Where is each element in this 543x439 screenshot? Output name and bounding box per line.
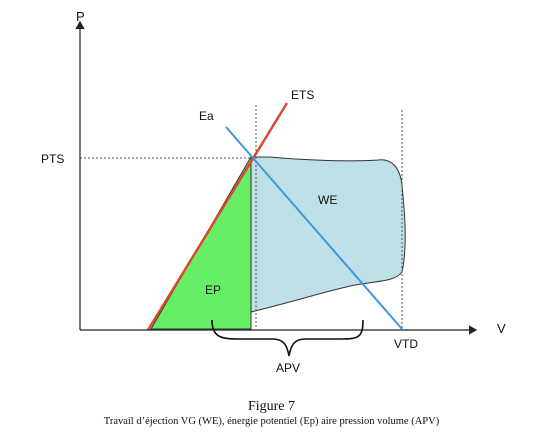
we-label: WE: [318, 193, 337, 207]
caption-title: Figure 7: [247, 399, 296, 414]
ets-line: [146, 102, 289, 331]
vtd-label: VTD: [394, 337, 418, 351]
ea-label: Ea: [199, 109, 214, 123]
figure-caption: Figure 7 Travail d’éjection VG (WE), éne…: [0, 398, 543, 428]
axis-y-label: P: [76, 9, 85, 24]
ea-line: [225, 126, 403, 330]
apv-label: APV: [276, 361, 300, 375]
apv-brace: [211, 319, 364, 357]
caption-text: Travail d’éjection VG (WE), énergie pote…: [103, 416, 440, 427]
ets-label: ETS: [291, 88, 314, 102]
we-area: [250, 156, 406, 313]
ep-label: EP: [205, 283, 221, 297]
axis-x-label: V: [497, 321, 506, 336]
pts-label: PTS: [41, 152, 64, 166]
